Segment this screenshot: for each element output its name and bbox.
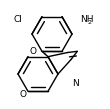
Text: 2: 2 [88, 20, 92, 25]
Text: N: N [72, 78, 79, 88]
Text: O: O [29, 47, 36, 55]
Text: O: O [19, 89, 26, 99]
Text: NH: NH [80, 14, 94, 24]
Text: Cl: Cl [13, 14, 22, 24]
